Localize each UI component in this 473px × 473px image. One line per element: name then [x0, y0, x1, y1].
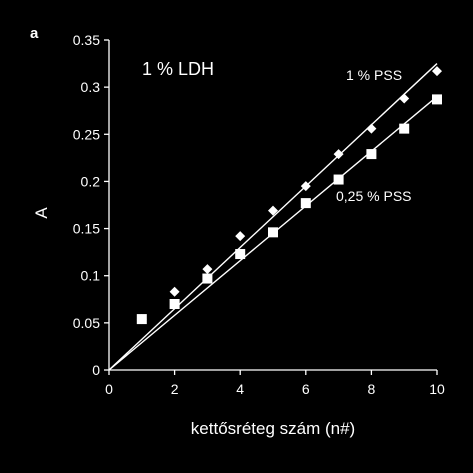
data-point-square: [202, 273, 213, 284]
y-tick-label: 0.05: [73, 315, 100, 331]
data-point-square: [300, 198, 311, 209]
y-axis-title: A: [32, 207, 51, 219]
y-tick-label: 0.1: [81, 268, 101, 284]
x-tick-label: 10: [429, 381, 445, 397]
panel-label: a: [30, 25, 39, 42]
data-point-diamond: [399, 93, 410, 104]
x-tick-label: 6: [302, 381, 310, 397]
x-tick-label: 2: [171, 381, 179, 397]
data-point-square: [432, 94, 442, 105]
data-point-diamond: [169, 286, 180, 297]
y-tick-label: 0.3: [81, 79, 101, 95]
annotation-ldh: 1 % LDH: [142, 59, 214, 79]
data-point-square: [366, 149, 377, 160]
y-tick-label: 0.2: [81, 173, 101, 189]
y-ticks: 0 0.05 0.1 0.15 0.2 0.25 0.3 0.35: [73, 32, 109, 378]
y-tick-label: 0.35: [73, 32, 100, 48]
data-point-square: [333, 174, 344, 185]
data-point-diamond: [366, 123, 377, 134]
data-point-square: [235, 249, 246, 260]
data-point-diamond: [268, 205, 278, 216]
series-label-1-pss: 1 % PSS: [346, 67, 402, 83]
y-tick-label: 0.15: [73, 221, 100, 237]
x-tick-label: 4: [236, 381, 244, 397]
data-point-diamond: [432, 66, 442, 77]
data-point-square: [399, 123, 410, 134]
fit-line-series-0: [108, 63, 438, 371]
y-tick-label: 0: [92, 362, 100, 378]
data-markers: [136, 66, 442, 325]
x-tick-label: 8: [368, 381, 376, 397]
data-point-diamond: [202, 264, 213, 275]
data-point-diamond: [300, 181, 311, 192]
data-point-square: [268, 227, 278, 238]
x-ticks: 0 2 4 6 8 10: [105, 370, 445, 397]
data-point-square: [136, 314, 147, 325]
data-point-diamond: [235, 231, 246, 242]
series-label-025-pss: 0,25 % PSS: [336, 188, 412, 204]
data-point-diamond: [333, 149, 344, 160]
x-axis-title: kettősréteg szám (n#): [191, 419, 355, 438]
y-tick-label: 0.25: [73, 126, 100, 142]
x-tick-label: 0: [105, 381, 113, 397]
data-point-square: [169, 299, 180, 309]
